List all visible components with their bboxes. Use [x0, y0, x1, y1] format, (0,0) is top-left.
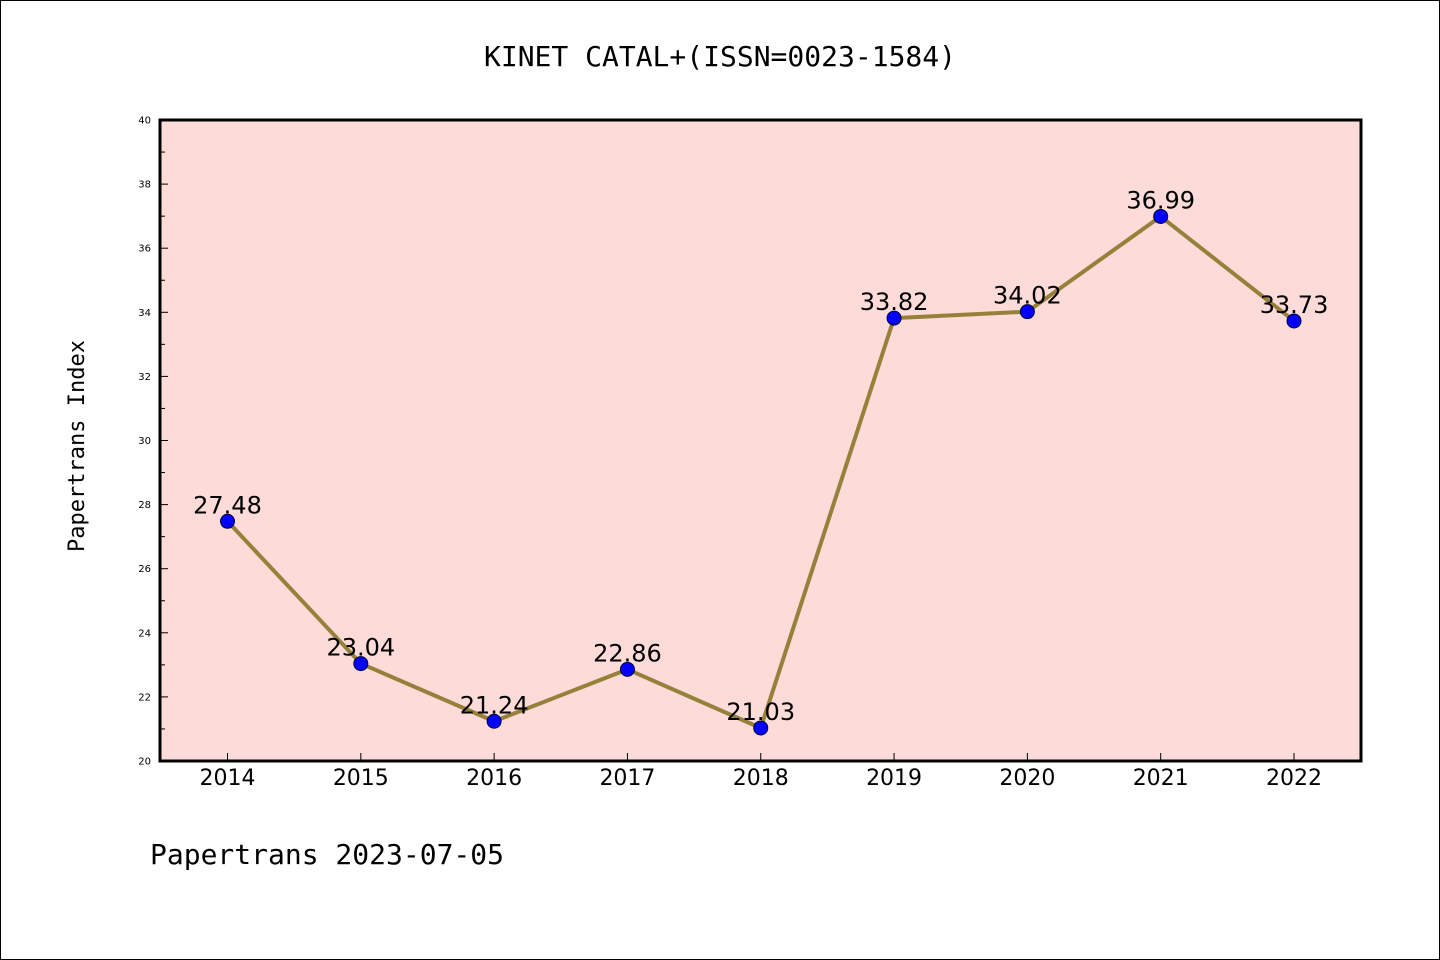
y-tick-label: 30	[138, 436, 151, 447]
data-point	[486, 713, 502, 729]
data-label: 34.02	[993, 282, 1062, 310]
data-label: 21.24	[460, 691, 529, 719]
series-markers	[220, 208, 1302, 736]
data-point	[753, 720, 769, 736]
data-point	[886, 310, 902, 326]
x-tick-label: 2020	[999, 766, 1055, 791]
x-tick-label: 2014	[200, 766, 256, 791]
data-label: 27.48	[193, 491, 262, 519]
y-tick-label: 28	[138, 500, 151, 511]
x-tick-label: 2016	[466, 766, 522, 791]
y-tick-label: 26	[138, 564, 151, 575]
footer-text: Papertrans 2023-07-05	[150, 838, 504, 871]
x-tick-label: 2017	[599, 766, 655, 791]
data-label: 33.82	[860, 288, 929, 316]
x-tick-label: 2021	[1133, 766, 1189, 791]
y-axis-label: Papertrans Index	[65, 340, 90, 552]
data-label: 22.86	[593, 639, 662, 667]
data-point	[619, 661, 635, 677]
y-tick-label: 32	[138, 372, 151, 383]
data-point	[220, 513, 235, 529]
y-tick-label: 34	[138, 308, 151, 319]
x-tick-label: 2018	[733, 766, 789, 791]
data-label: 23.04	[326, 634, 395, 662]
y-axis-ticks: 20 22 24 26 28 30 32 34 36 38 40	[138, 116, 168, 768]
data-label: 33.73	[1260, 291, 1329, 319]
y-tick-label: 38	[138, 180, 151, 191]
x-tick-label: 2019	[866, 766, 922, 791]
x-tick-label: 2022	[1266, 766, 1322, 791]
y-tick-label: 40	[138, 116, 151, 127]
data-point	[1286, 313, 1302, 329]
y-tick-label: 24	[138, 628, 151, 639]
data-point	[353, 656, 369, 672]
plot-border	[158, 118, 1363, 763]
y-tick-label: 36	[138, 244, 151, 255]
y-tick-label: 20	[138, 757, 151, 768]
data-labels: 27.48 23.04 21.24 22.86 21.03 33.82 34.02 36.99…	[193, 186, 1328, 726]
data-label: 36.99	[1126, 186, 1195, 214]
x-axis-ticks: 2014 2015 2016 2017 2018 2019 2020 2021 2022	[200, 753, 1322, 791]
y-tick-label: 22	[138, 692, 151, 703]
x-tick-label: 2015	[333, 766, 389, 791]
data-point	[1153, 208, 1169, 224]
chart-title: KINET CATAL+(ISSN=0023-1584)	[484, 40, 956, 73]
data-label: 21.03	[726, 698, 795, 726]
plot-area	[160, 120, 1361, 761]
data-point	[1019, 304, 1035, 320]
